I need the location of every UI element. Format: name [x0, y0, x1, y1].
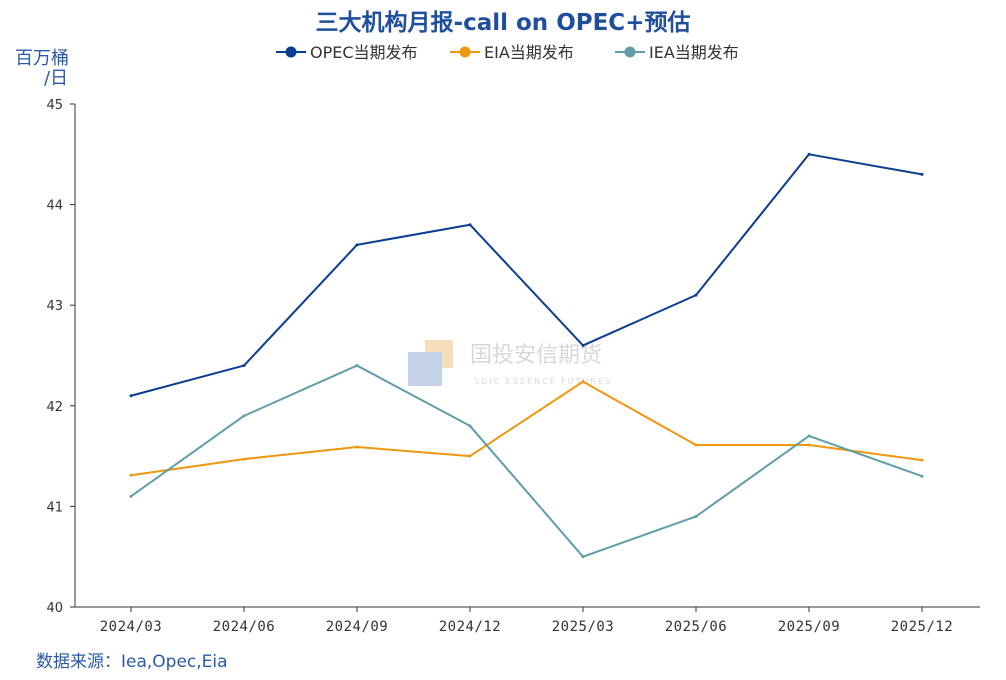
data-point: [694, 293, 698, 297]
series-line-2: [130, 364, 923, 558]
data-point: [355, 243, 359, 247]
source-note: 数据来源：Iea,Opec,Eia: [36, 652, 228, 672]
x-tick-label: 2024/09: [326, 619, 389, 635]
x-tick-label: 2025/03: [552, 619, 615, 635]
axes: 40 41 42 43 44 45 2024/03 2024/06 2024/09 2024/12…: [46, 98, 980, 635]
x-tick-label: 2024/03: [100, 619, 163, 635]
data-point: [694, 443, 698, 447]
legend-label: OPEC当期发布: [310, 43, 418, 62]
data-point: [920, 172, 924, 176]
y-tick-label: 45: [46, 98, 63, 113]
y-tick-label: 42: [46, 400, 63, 415]
x-tick-label: 2024/06: [213, 619, 276, 635]
legend-item-2: IEA当期发布: [615, 43, 739, 62]
data-point: [129, 473, 133, 477]
y-axis-unit-line2: /日: [44, 68, 68, 89]
legend-swatch-marker: [624, 46, 636, 58]
data-point: [242, 457, 246, 461]
series-line-0: [130, 153, 923, 397]
data-point: [581, 380, 585, 384]
series-layer: [129, 152, 924, 559]
watermark-text-en: SDIC ESSENCE FUTURES: [474, 377, 612, 386]
x-tick-label: 2025/06: [665, 619, 728, 635]
x-tick-label: 2025/09: [778, 619, 841, 635]
legend-label: IEA当期发布: [649, 43, 739, 62]
legend: OPEC当期发布 EIA当期发布 IEA当期发布: [276, 43, 739, 62]
data-point: [242, 364, 246, 368]
data-point: [807, 443, 811, 447]
legend-item-1: EIA当期发布: [450, 43, 574, 62]
y-tick-label: 40: [46, 601, 63, 616]
data-point: [468, 424, 472, 428]
legend-swatch-marker: [285, 46, 297, 58]
data-point: [468, 223, 472, 227]
data-point: [129, 494, 133, 498]
chart-title: 三大机构月报-call on OPEC+预估: [316, 9, 691, 36]
watermark-text-cn: 国投安信期货: [470, 343, 602, 368]
data-point: [920, 458, 924, 462]
x-tick-label: 2025/12: [891, 619, 954, 635]
data-point: [355, 364, 359, 368]
legend-item-0: OPEC当期发布: [276, 43, 418, 62]
watermark-logo-front: [408, 352, 442, 386]
y-tick-label: 43: [46, 299, 63, 314]
data-point: [355, 445, 359, 449]
series-line-1: [130, 380, 923, 477]
data-point: [581, 555, 585, 559]
data-point: [694, 514, 698, 518]
data-point: [581, 343, 585, 347]
watermark: 国投安信期货 SDIC ESSENCE FUTURES: [408, 340, 612, 386]
y-tick-label: 44: [46, 199, 63, 214]
data-point: [807, 152, 811, 156]
data-point: [242, 414, 246, 418]
y-axis-unit-line1: 百万桶: [15, 48, 69, 69]
data-point: [920, 474, 924, 478]
data-point: [807, 434, 811, 438]
data-point: [129, 394, 133, 398]
legend-swatch-marker: [459, 46, 471, 58]
x-tick-label: 2024/12: [439, 619, 502, 635]
data-point: [468, 454, 472, 458]
legend-label: EIA当期发布: [484, 43, 574, 62]
y-tick-label: 41: [46, 500, 63, 515]
